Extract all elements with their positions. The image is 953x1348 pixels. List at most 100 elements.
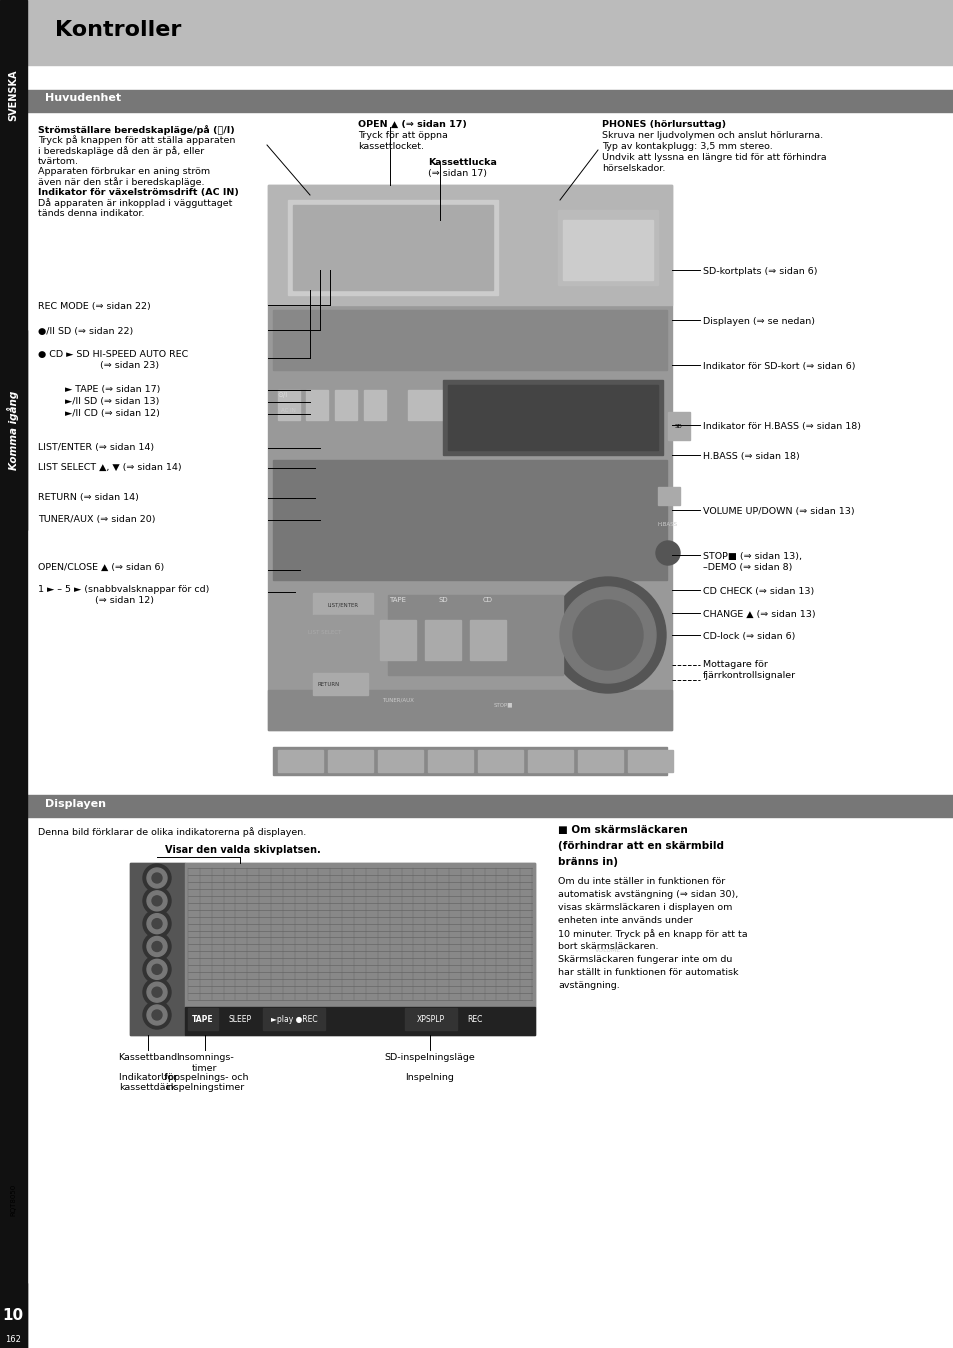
Bar <box>313 673 368 696</box>
Circle shape <box>152 941 162 952</box>
Bar <box>364 390 386 421</box>
Text: ■ Om skärmsläckaren: ■ Om skärmsläckaren <box>558 825 687 834</box>
Text: 1 ► – 5 ► (snabbvalsknappar för cd): 1 ► – 5 ► (snabbvalsknappar för cd) <box>38 585 209 594</box>
Bar <box>658 487 679 506</box>
Bar <box>273 310 666 369</box>
Bar <box>517 650 698 720</box>
Text: (⇒ sidan 23): (⇒ sidan 23) <box>100 361 159 369</box>
Text: inspelningstimer: inspelningstimer <box>165 1082 244 1092</box>
Bar <box>268 185 671 731</box>
Text: Displayen: Displayen <box>45 799 106 809</box>
Text: VOLUME: VOLUME <box>595 948 620 953</box>
Text: Inspelning: Inspelning <box>405 1073 454 1082</box>
Text: Huvudenhet: Huvudenhet <box>45 93 121 102</box>
Text: Uppspelnings- och: Uppspelnings- och <box>161 1073 249 1082</box>
Text: Skruva ner ljudvolymen och anslut hörlurarna.: Skruva ner ljudvolymen och anslut hörlur… <box>601 131 822 140</box>
Text: automatisk avstängning (⇒ sidan 30),: automatisk avstängning (⇒ sidan 30), <box>558 890 738 899</box>
Bar <box>185 863 535 1007</box>
Text: bort skärmsläckaren.: bort skärmsläckaren. <box>558 942 658 950</box>
Bar <box>470 620 505 661</box>
Text: Tryck på knappen för att ställa apparaten: Tryck på knappen för att ställa apparate… <box>38 136 235 146</box>
Circle shape <box>152 1010 162 1020</box>
Text: Tryck för att öppna: Tryck för att öppna <box>357 131 447 140</box>
Text: även när den står i beredskapläge.: även när den står i beredskapläge. <box>38 178 204 187</box>
Text: Kontroller: Kontroller <box>55 20 181 40</box>
Text: PHONES (hörlursuttag): PHONES (hörlursuttag) <box>601 120 725 129</box>
Text: RQT8050: RQT8050 <box>10 1184 16 1216</box>
Text: har ställt in funktionen för automatisk: har ställt in funktionen för automatisk <box>558 968 738 977</box>
Text: timer: timer <box>193 1064 217 1073</box>
Text: SD: SD <box>675 425 682 430</box>
Text: –DEMO (⇒ sidan 8): –DEMO (⇒ sidan 8) <box>702 563 792 572</box>
Text: Indikator för: Indikator för <box>119 1073 177 1082</box>
Bar <box>558 210 658 284</box>
Bar <box>388 594 562 675</box>
Text: XPSPLP: XPSPLP <box>416 1015 445 1024</box>
Bar <box>0 330 27 530</box>
Text: CD CHECK (⇒ sidan 13): CD CHECK (⇒ sidan 13) <box>702 586 814 596</box>
Circle shape <box>147 914 167 934</box>
Text: ● CD ► SD HI-SPEED AUTO REC: ● CD ► SD HI-SPEED AUTO REC <box>38 350 188 359</box>
Text: LIST SELECT: LIST SELECT <box>308 631 341 635</box>
Bar <box>442 380 662 456</box>
Bar <box>328 749 373 772</box>
Bar <box>627 749 672 772</box>
Text: 162: 162 <box>5 1336 21 1344</box>
Text: RETURN: RETURN <box>317 682 340 687</box>
Bar <box>335 390 356 421</box>
Bar <box>667 412 689 439</box>
Text: Typ av kontakplugg: 3,5 mm stereo.: Typ av kontakplugg: 3,5 mm stereo. <box>601 142 772 151</box>
Text: OPEN ▲ (⇒ sidan 17): OPEN ▲ (⇒ sidan 17) <box>357 120 466 129</box>
Text: Displayen (⇒ se nedan): Displayen (⇒ se nedan) <box>702 317 814 326</box>
Text: SD-kortplats (⇒ sidan 6): SD-kortplats (⇒ sidan 6) <box>702 267 817 276</box>
Bar <box>424 620 460 661</box>
Circle shape <box>656 541 679 565</box>
Text: REC: REC <box>467 1015 482 1024</box>
Bar <box>273 747 666 775</box>
Text: ►/II SD (⇒ sidan 13): ►/II SD (⇒ sidan 13) <box>65 398 159 406</box>
Text: AC IN: AC IN <box>280 407 295 412</box>
Bar <box>405 1008 456 1030</box>
Circle shape <box>550 577 665 693</box>
Text: TUNER/AUX: TUNER/AUX <box>381 697 414 702</box>
Text: LIST/ENTER (⇒ sidan 14): LIST/ENTER (⇒ sidan 14) <box>38 443 154 452</box>
Text: 10 minuter. Tryck på en knapp för att ta: 10 minuter. Tryck på en knapp för att ta <box>558 929 747 938</box>
Circle shape <box>152 987 162 998</box>
Bar <box>27 795 953 817</box>
Bar <box>578 749 622 772</box>
Text: (⇒ sidan 17): (⇒ sidan 17) <box>428 168 486 178</box>
Text: SLEEP: SLEEP <box>228 1015 252 1024</box>
Bar <box>0 1283 27 1348</box>
Text: LIST SELECT ▲, ▼ (⇒ sidan 14): LIST SELECT ▲, ▼ (⇒ sidan 14) <box>38 462 181 472</box>
Circle shape <box>143 956 171 983</box>
Bar <box>27 90 953 112</box>
Circle shape <box>147 1006 167 1024</box>
Bar <box>562 220 652 280</box>
Circle shape <box>559 586 656 683</box>
Bar <box>313 615 373 650</box>
Circle shape <box>143 933 171 961</box>
Text: visas skärmsläckaren i displayen om: visas skärmsläckaren i displayen om <box>558 903 732 913</box>
Text: H.BASS (⇒ sidan 18): H.BASS (⇒ sidan 18) <box>702 452 799 461</box>
Text: STOP■ (⇒ sidan 13),: STOP■ (⇒ sidan 13), <box>702 551 801 561</box>
Text: Indikator för SD-kort (⇒ sidan 6): Indikator för SD-kort (⇒ sidan 6) <box>702 363 855 371</box>
Text: Visar den valda skivplatsen.: Visar den valda skivplatsen. <box>165 845 320 855</box>
Text: RETURN (⇒ sidan 14): RETURN (⇒ sidan 14) <box>38 493 139 501</box>
Text: SD-inspelningsläge: SD-inspelningsläge <box>384 1053 475 1062</box>
Circle shape <box>573 600 642 670</box>
Text: ►/II CD (⇒ sidan 12): ►/II CD (⇒ sidan 12) <box>65 408 160 418</box>
Text: tänds denna indikator.: tänds denna indikator. <box>38 209 144 218</box>
Bar <box>313 593 373 615</box>
Bar <box>379 620 416 661</box>
Bar <box>277 749 323 772</box>
Circle shape <box>147 983 167 1002</box>
Text: kassettlocket.: kassettlocket. <box>357 142 423 151</box>
Text: CHANGE ▲ (⇒ sidan 13): CHANGE ▲ (⇒ sidan 13) <box>702 611 815 619</box>
Text: Strömställare beredskapläge/på (⏻/I): Strömställare beredskapläge/på (⏻/I) <box>38 125 234 135</box>
Text: enheten inte används under: enheten inte används under <box>558 917 692 925</box>
Circle shape <box>152 874 162 883</box>
Text: tvärtom.: tvärtom. <box>38 156 79 166</box>
Text: ⊙/I: ⊙/I <box>277 392 288 398</box>
Bar <box>273 460 666 580</box>
Text: TUNER/AUX (⇒ sidan 20): TUNER/AUX (⇒ sidan 20) <box>38 515 155 524</box>
